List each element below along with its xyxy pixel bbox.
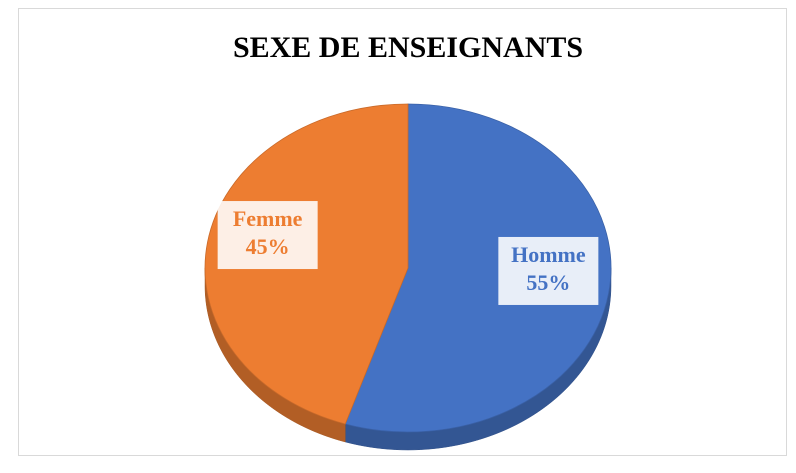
data-label-box [217, 201, 318, 270]
data-label-category: Femme [233, 206, 303, 231]
data-label-value: 55% [526, 270, 570, 295]
slice [344, 103, 612, 433]
data-label-value: 45% [246, 234, 290, 259]
chart-title: SEXE DE ENSEIGNANTS [233, 31, 583, 64]
data-label-category: Homme [511, 242, 586, 267]
data-label-box [498, 236, 599, 305]
